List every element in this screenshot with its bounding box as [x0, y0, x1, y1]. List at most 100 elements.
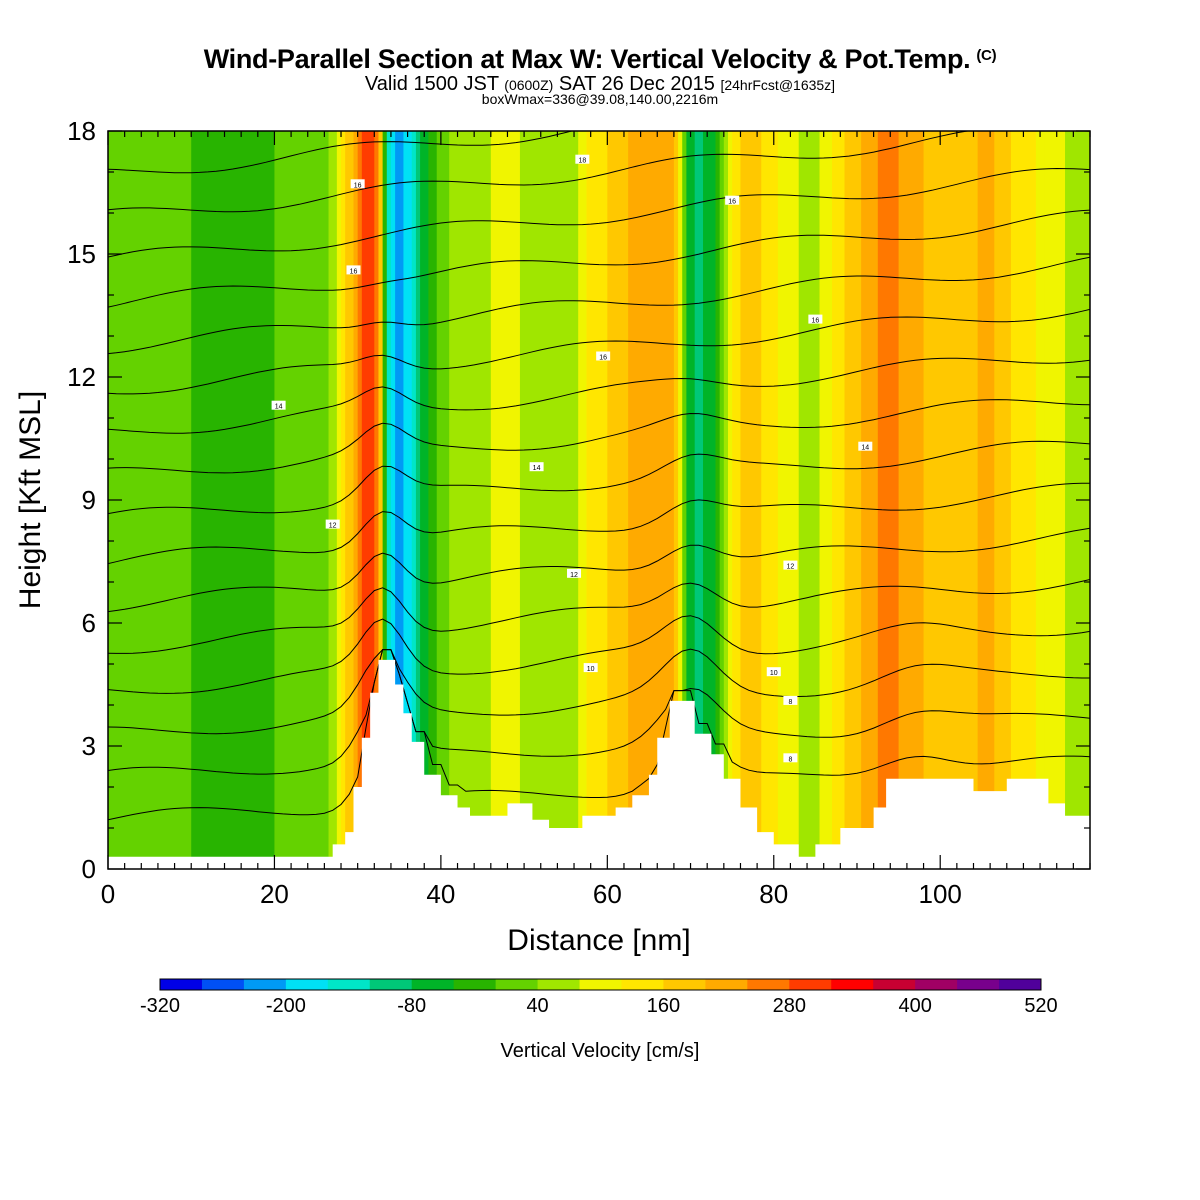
isentrope-label-bg [725, 195, 740, 205]
y-axis: 0 3 6 9 12 15 18 [67, 116, 1090, 884]
velocity-column [611, 131, 617, 869]
isentrope-line [108, 209, 1090, 308]
isentrope-label-bg [325, 519, 340, 529]
y-tick-label: 3 [82, 731, 96, 761]
velocity-column [544, 131, 550, 869]
velocity-column [370, 131, 375, 869]
colorbar-swatch [915, 979, 958, 990]
chart-subtitle: Valid 1500 JST (0600Z) SAT 26 Dec 2015 [… [0, 73, 1200, 96]
velocity-column [532, 131, 538, 869]
velocity-column [644, 131, 650, 869]
y-tick-label: 15 [67, 239, 96, 269]
velocity-column [345, 131, 350, 869]
velocity-column [403, 131, 409, 869]
velocity-column [869, 131, 875, 869]
isentrope-label: 14 [861, 445, 869, 452]
velocity-column [299, 131, 305, 869]
chart-title-units: (C) [976, 47, 997, 64]
velocity-column [707, 131, 712, 869]
velocity-column [832, 131, 837, 869]
velocity-column [919, 131, 925, 869]
velocity-column [969, 131, 975, 869]
velocity-column [961, 131, 966, 869]
isentrope-label-bg [583, 663, 598, 673]
velocity-column [802, 131, 808, 869]
velocity-column [195, 131, 201, 869]
x-tick-label: 60 [593, 879, 622, 909]
velocity-column [582, 131, 588, 869]
velocity-column [361, 131, 367, 869]
velocity-column [465, 131, 471, 869]
velocity-column [482, 131, 488, 869]
colorbar-swatch [663, 979, 706, 990]
colorbar-swatch [621, 979, 664, 990]
velocity-column [428, 131, 434, 869]
isentrope-label: 14 [275, 404, 283, 411]
isentrope-label-bg [350, 179, 365, 189]
isentrope-label: 10 [770, 670, 778, 677]
valid-date: SAT 26 Dec 2015 [558, 73, 715, 95]
velocity-column [303, 131, 309, 869]
velocity-column [291, 131, 296, 869]
velocity-column [216, 131, 221, 869]
colorbar-swatch [789, 979, 832, 990]
velocity-column [836, 131, 841, 869]
velocity-column [615, 131, 621, 869]
velocity-column [424, 131, 429, 869]
velocity-column [170, 131, 176, 869]
velocity-column [1019, 131, 1025, 869]
velocity-column [166, 131, 172, 869]
velocity-column [1044, 131, 1049, 869]
velocity-column [490, 131, 496, 869]
velocity-column [557, 131, 563, 869]
velocity-column [894, 131, 900, 869]
isentrope-line [108, 648, 1090, 735]
velocity-column [253, 131, 259, 869]
velocity-column [819, 131, 825, 869]
velocity-column [856, 131, 862, 869]
velocity-column [1002, 131, 1008, 869]
velocity-column [565, 131, 571, 869]
velocity-column [927, 131, 933, 869]
velocity-column [374, 131, 380, 869]
velocity-column [981, 131, 987, 869]
velocity-column [744, 131, 750, 869]
colorbar-tick-label: -320 [140, 995, 180, 1017]
velocity-column [865, 131, 871, 869]
velocity-column [511, 131, 517, 869]
velocity-column [245, 131, 251, 869]
isentrope-label: 12 [570, 572, 578, 579]
velocity-column [752, 131, 758, 869]
velocity-column [911, 131, 916, 869]
velocity-column [382, 131, 388, 869]
velocity-column [956, 131, 962, 869]
velocity-column [286, 131, 292, 869]
velocity-column [873, 131, 879, 869]
velocity-column [203, 131, 209, 869]
velocity-column [732, 131, 737, 869]
velocity-column [777, 131, 783, 869]
velocity-column [249, 131, 255, 869]
velocity-column [162, 131, 167, 869]
velocity-column [1015, 131, 1020, 869]
velocity-column [278, 131, 284, 869]
isentrope-line [108, 649, 1090, 775]
velocity-column [665, 131, 671, 869]
isentrope-label-bg [529, 462, 544, 472]
velocity-column [902, 131, 908, 869]
velocity-column [931, 131, 937, 869]
isentrope-label: 16 [354, 182, 362, 189]
isentrope-label: 10 [587, 666, 595, 673]
velocity-column [320, 131, 325, 869]
velocity-column [1010, 131, 1016, 869]
velocity-column [723, 131, 729, 869]
velocity-column [474, 131, 479, 869]
velocity-column [515, 131, 521, 869]
isentrope-line [108, 615, 1090, 694]
velocity-column [727, 131, 733, 869]
colorbar: -320 -200 -80 40 160 280 400 520 [140, 978, 1058, 1017]
velocity-column [503, 131, 509, 869]
velocity-column [411, 131, 417, 869]
velocity-column [1060, 131, 1066, 869]
velocity-column [1048, 131, 1054, 869]
